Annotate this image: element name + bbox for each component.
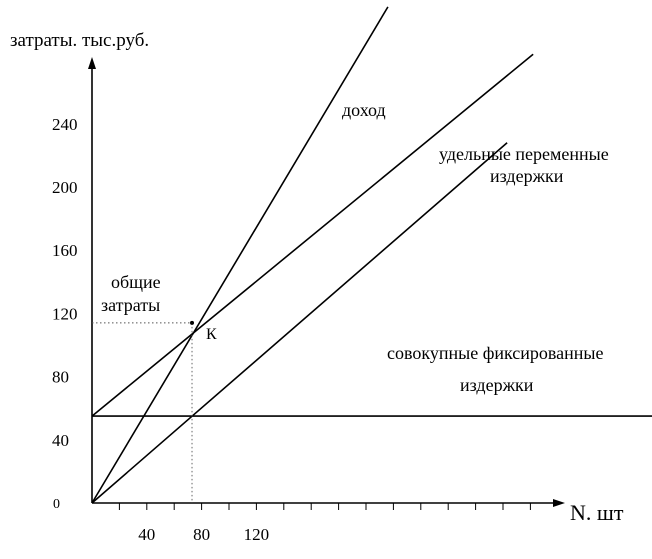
x-tick-labels: 40 80 120 [138,525,269,544]
break-even-point [190,320,195,325]
series-line-2 [91,53,534,417]
y-axis-arrow-icon [88,57,96,69]
annotation-fixed-costs-line1: совокупные фиксированные [387,343,604,363]
annotation-revenue: доход [342,100,386,120]
axes [88,57,565,507]
series-group [91,6,652,504]
x-tick-label-120: 120 [244,525,270,544]
break-even-point-label: К [206,326,217,343]
x-axis-minor-ticks [118,503,531,510]
y-tick-label-240: 240 [52,115,78,134]
series-line-1 [91,6,389,504]
x-axis-label: N. шт [570,500,624,525]
y-tick-label-120: 120 [52,304,78,323]
series-line-3 [91,142,508,504]
annotation-fixed-costs-line2: издержки [460,375,534,395]
y-tick-label-200: 200 [52,178,78,197]
y-tick-label-40: 40 [52,431,69,450]
y-tick-label-160: 160 [52,241,78,260]
x-tick-label-40: 40 [138,525,155,544]
y-tick-label-80: 80 [52,368,69,387]
x-axis-arrow-icon [553,499,565,507]
annotation-variable-costs-line1: удельные переменные [439,144,609,164]
x-tick-label-80: 80 [193,525,210,544]
annotation-total-costs-line1: общие [111,272,161,292]
y-axis-label: затраты. тыс.руб. [10,30,149,51]
annotation-total-costs-line2: затраты [101,295,160,315]
y-tick-labels: 40 80 120 160 200 240 [52,115,78,450]
break-even-guides [92,320,195,503]
origin-label: 0 [53,497,60,512]
annotation-variable-costs-line2: издержки [490,166,564,186]
